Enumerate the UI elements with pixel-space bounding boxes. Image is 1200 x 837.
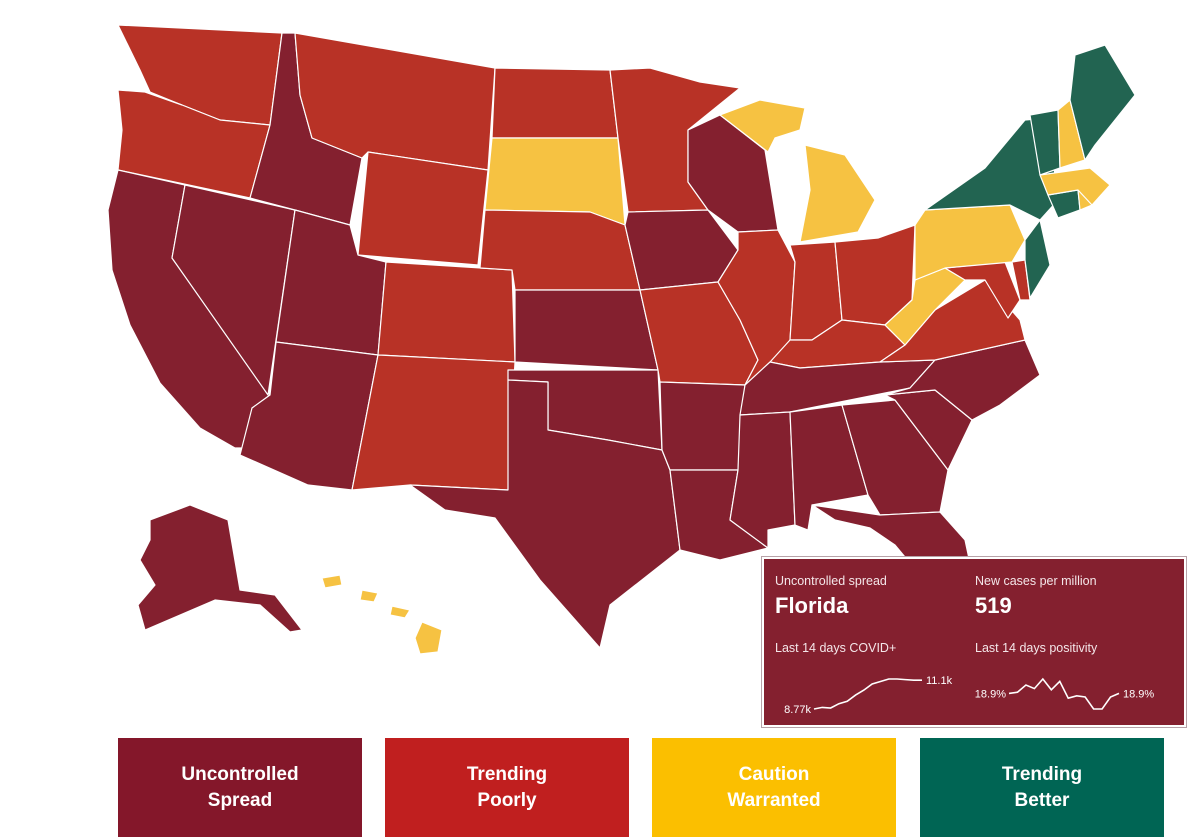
state-ak[interactable] (137, 504, 303, 633)
tooltip-positivity-label: Last 14 days positivity (975, 641, 1098, 655)
legend-line2: Warranted (727, 789, 821, 811)
positivity-sparkline: 18.9% 18.9% (975, 677, 1154, 710)
covid-sparkline: 8.77k 11.1k (784, 675, 953, 716)
state-nc[interactable] (884, 339, 1041, 421)
state-ar[interactable] (659, 381, 746, 471)
us-states-map (107, 24, 1136, 655)
state-tooltip: Uncontrolled spread Florida New cases pe… (761, 556, 1187, 728)
tooltip-metric-label: New cases per million (975, 574, 1097, 588)
legend-line1: Trending (466, 763, 548, 785)
state-nm[interactable] (351, 354, 516, 491)
covid-sparkline-start-label: 8.77k (784, 704, 811, 716)
state-tx[interactable] (409, 379, 681, 649)
state-hi[interactable] (321, 574, 443, 655)
covid-sparkline-line (813, 678, 922, 710)
tooltip-state-name: Florida (775, 593, 849, 618)
tooltip-metric-value: 519 (975, 593, 1012, 618)
legend-uncontrolled-spread: Uncontrolled Spread (118, 738, 362, 837)
legend-caution-warranted: Caution Warranted (652, 738, 896, 837)
tooltip-status: Uncontrolled spread (775, 574, 887, 588)
legend-trending-poorly: Trending Poorly (385, 738, 629, 837)
legend-line1: Uncontrolled (181, 763, 299, 785)
state-ks[interactable] (514, 289, 659, 371)
legend-line2: Better (1014, 789, 1070, 811)
positivity-sparkline-end-label: 18.9% (1123, 688, 1154, 700)
legend-line1: Trending (1001, 763, 1083, 785)
state-va[interactable] (879, 279, 1026, 363)
state-ma[interactable] (1039, 167, 1111, 206)
state-nd[interactable] (491, 67, 619, 139)
state-ms[interactable] (729, 411, 796, 549)
legend-line1: Caution (738, 763, 810, 785)
legend-line2: Spread (207, 789, 273, 811)
positivity-sparkline-start-label: 18.9% (975, 688, 1006, 700)
legend-trending-better: Trending Better (920, 738, 1164, 837)
state-wy[interactable] (357, 151, 489, 266)
state-de[interactable] (1011, 259, 1031, 301)
positivity-sparkline-line (1008, 677, 1120, 710)
state-nj[interactable] (1024, 219, 1051, 299)
tooltip-covid-label: Last 14 days COVID+ (775, 641, 897, 655)
status-legend: Uncontrolled Spread Trending Poorly Cautio… (0, 738, 1200, 837)
state-co[interactable] (377, 261, 516, 363)
legend-line2: Poorly (477, 789, 537, 811)
covid-sparkline-end-label: 11.1k (926, 675, 953, 687)
state-mi[interactable] (719, 99, 876, 243)
state-nv[interactable] (171, 184, 296, 396)
state-me[interactable] (1069, 44, 1136, 161)
